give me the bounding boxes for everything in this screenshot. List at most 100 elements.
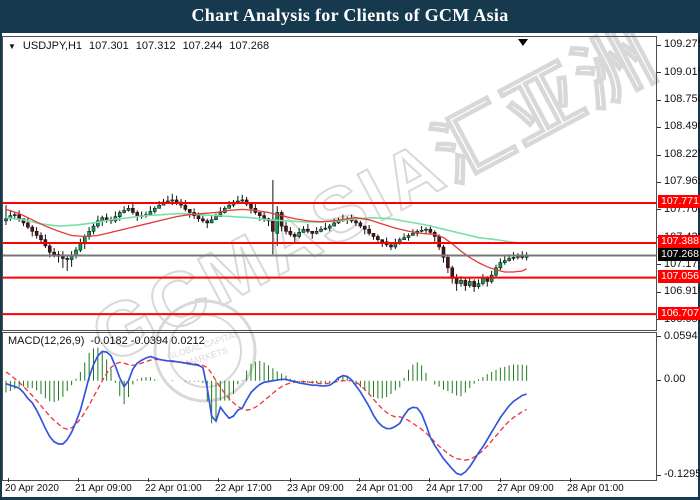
candle-bearish — [306, 228, 310, 232]
candle-bullish — [406, 235, 411, 238]
candle-bearish — [30, 226, 35, 232]
chart-open-value: 107.301 — [89, 40, 129, 52]
macd-tick-label: -0.1295 — [664, 468, 700, 481]
price-tick-mark — [657, 209, 661, 211]
candle-bearish — [104, 217, 109, 221]
candle-bearish — [131, 208, 135, 213]
candle-bullish — [476, 283, 481, 287]
candle-bullish — [157, 204, 161, 209]
time-tick-mark — [290, 478, 291, 482]
macd-panel[interactable]: MACD(12,26,9) -0.0182 -0.0394 0.0212 — [2, 332, 657, 481]
candle-bearish — [371, 233, 376, 237]
window-titlebar: Chart Analysis for Clients of GCM Asia — [0, 0, 700, 31]
chart-window: GCMASIA汇亚洲 GLOBAL CAPITAL MARKETS ▼ USDJPY… — [2, 33, 700, 497]
price-tick-mark — [657, 126, 661, 128]
window-title: Chart Analysis for Clients of GCM Asia — [191, 5, 509, 25]
price-tick-mark — [657, 264, 661, 266]
candle-bullish — [481, 277, 485, 284]
candle-bearish — [135, 212, 140, 216]
macd-tick-mark — [657, 474, 661, 476]
chart-close-value: 107.268 — [229, 40, 270, 52]
time-tick-mark — [8, 478, 9, 482]
price-tick-mark — [657, 291, 661, 293]
candle-bearish — [47, 245, 52, 253]
time-tick-label: 28 Apr 01:00 — [567, 483, 624, 494]
candle-bullish — [227, 204, 231, 209]
price-tick-mark — [657, 72, 661, 74]
candle-bullish — [494, 267, 498, 276]
candle-bullish — [117, 212, 122, 217]
candle-bearish — [183, 204, 188, 210]
candle-bullish — [323, 227, 328, 230]
candle-bearish — [354, 220, 358, 224]
time-tick-mark — [500, 478, 501, 482]
candle-bullish — [498, 262, 503, 269]
level-price-label: 107.056 — [658, 270, 700, 284]
candle-bearish — [358, 222, 363, 227]
macd-main-line — [5, 350, 527, 476]
time-tick-label: 27 Apr 09:00 — [497, 483, 554, 494]
time-tick-mark — [218, 478, 219, 482]
time-tick-mark — [359, 478, 360, 482]
candle-bearish — [463, 280, 468, 286]
price-marker-arrow-icon[interactable] — [518, 39, 528, 46]
candle-bearish — [52, 251, 56, 255]
candle-bearish — [262, 215, 266, 220]
macd-signal-line — [5, 358, 527, 461]
candle-bullish — [122, 210, 126, 213]
time-tick-label: 22 Apr 17:00 — [215, 483, 272, 494]
candle-bearish — [454, 277, 459, 284]
price-tick-label: 107.965 — [664, 175, 700, 188]
time-tick-mark — [429, 478, 430, 482]
time-tick-label: 21 Apr 09:00 — [75, 483, 132, 494]
time-tick-label: 24 Apr 01:00 — [356, 483, 413, 494]
candle-bearish — [288, 230, 293, 235]
candle-bullish — [275, 212, 280, 234]
candle-bearish — [34, 230, 39, 236]
candle-bearish — [389, 244, 393, 248]
time-tick-label: 20 Apr 2020 — [5, 483, 59, 494]
candle-bullish — [209, 219, 214, 224]
candle-bullish — [297, 232, 301, 237]
candle-bearish — [271, 220, 275, 232]
candle-bullish — [424, 228, 428, 231]
candle-bearish — [284, 225, 288, 232]
time-tick-label: 22 Apr 01:00 — [145, 483, 202, 494]
candle-bearish — [367, 228, 371, 234]
candle-bearish — [257, 212, 262, 216]
time-tick-mark — [570, 478, 571, 482]
price-chart-canvas[interactable] — [3, 37, 656, 330]
price-tick-label: 108.490 — [664, 120, 700, 133]
candle-bearish — [17, 214, 21, 220]
macd-canvas[interactable] — [3, 333, 656, 480]
candle-bearish — [26, 222, 30, 228]
price-tick-label: 106.910 — [664, 285, 700, 298]
candle-bullish — [240, 199, 245, 202]
candle-bullish — [91, 225, 96, 232]
candle-bearish — [174, 199, 179, 203]
candle-bearish — [279, 212, 284, 227]
candle-bearish — [61, 256, 65, 259]
candle-bullish — [332, 222, 336, 227]
price-tick-mark — [657, 99, 661, 101]
candle-bullish — [148, 211, 153, 215]
candle-bearish — [376, 236, 380, 240]
macd-tick-label: 0.00 — [664, 373, 686, 386]
candle-bearish — [446, 257, 450, 269]
candle-bearish — [205, 220, 210, 224]
candle-bullish — [507, 258, 511, 261]
candle-bearish — [292, 234, 297, 237]
candle-bullish — [511, 257, 516, 259]
candle-bullish — [4, 218, 8, 222]
candle-bearish — [187, 209, 192, 213]
chevron-down-icon[interactable]: ▼ — [8, 41, 16, 51]
chart-high-value: 107.312 — [135, 40, 176, 52]
price-chart-panel[interactable]: ▼ USDJPY,H1 107.301 107.312 107.244 107.… — [2, 36, 657, 331]
candle-bullish — [152, 208, 157, 212]
chart-low-value: 107.244 — [182, 40, 223, 52]
time-tick-label: 24 Apr 17:00 — [426, 483, 483, 494]
candle-bearish — [441, 246, 446, 258]
candle-bearish — [472, 281, 476, 287]
price-tick-label: 109.275 — [664, 38, 700, 51]
